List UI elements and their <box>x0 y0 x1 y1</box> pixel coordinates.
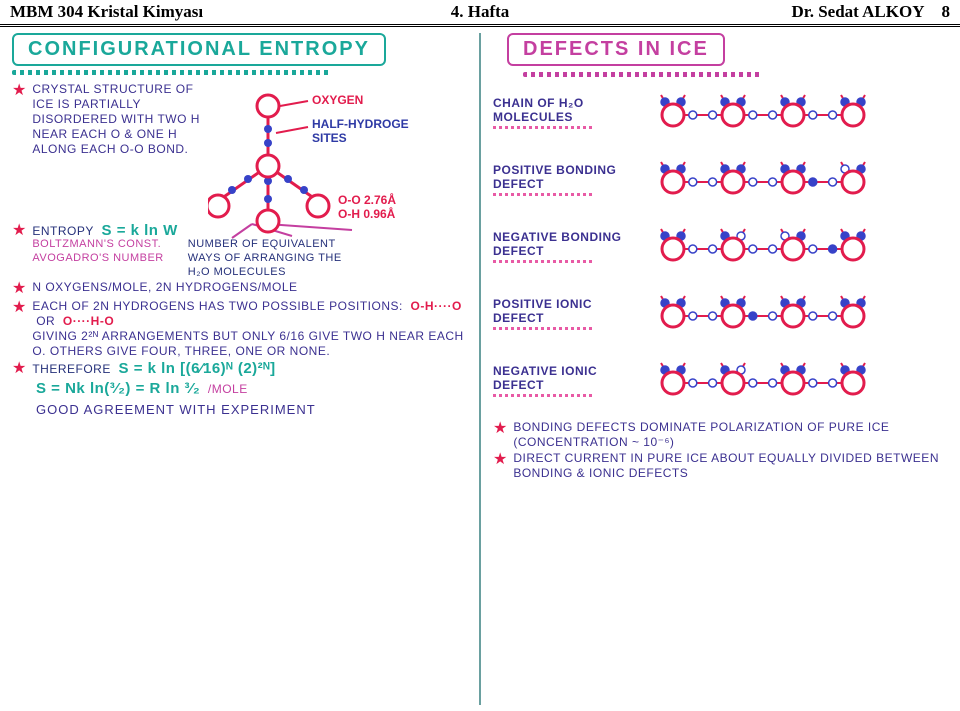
left-b3: N OXYGENS/MOLE, 2N HYDROGENS/MOLE <box>32 280 297 295</box>
left-b1: CRYSTAL STRUCTURE OF ICE IS PARTIALLY DI… <box>32 82 202 157</box>
page-header: MBM 304 Kristal Kimyası 4. Hafta Dr. Sed… <box>0 0 960 27</box>
defect-row: POSITIVE BONDINGDEFECT <box>493 152 950 207</box>
left-b5: THEREFORE S = k ln [(6⁄16)ᴺ (2)²ᴺ] <box>32 360 275 379</box>
chain-diagrams: CHAIN OF H₂OMOLECULES POSITIVE BONDINGDEF… <box>493 85 950 408</box>
right-column: DEFECTS IN ICE CHAIN OF H₂OMOLECULES POSI… <box>481 27 960 711</box>
defect-label: CHAIN OF H₂OMOLECULES <box>493 96 643 129</box>
left-b7: GOOD AGREEMENT WITH EXPERIMENT <box>36 402 469 418</box>
star-icon: ★ <box>12 299 26 317</box>
right-title-underline <box>523 72 763 77</box>
left-b4: EACH OF 2N HYDROGENS HAS TWO POSSIBLE PO… <box>32 299 469 359</box>
header-course: MBM 304 Kristal Kimyası <box>10 2 323 22</box>
right-foot2: DIRECT CURRENT IN PURE ICE ABOUT EQUALLY… <box>513 451 950 481</box>
defect-row: POSITIVE IONICDEFECT <box>493 286 950 341</box>
star-icon: ★ <box>493 451 507 469</box>
annot-halfh: HALF-HYDROGE <box>312 117 409 131</box>
defect-row: NEGATIVE IONICDEFECT <box>493 353 950 408</box>
chain-svg-wrap <box>653 85 893 140</box>
defect-label: NEGATIVE IONICDEFECT <box>493 364 643 397</box>
star-icon: ★ <box>12 280 26 298</box>
chain-svg-wrap <box>653 286 893 341</box>
defect-label: POSITIVE BONDINGDEFECT <box>493 163 643 196</box>
page-body: CONFIGURATIONAL ENTROPY ★ CRYSTAL STRUCT… <box>0 27 960 711</box>
right-title: DEFECTS IN ICE <box>507 33 725 66</box>
left-title-underline <box>12 70 332 75</box>
defect-label: POSITIVE IONICDEFECT <box>493 297 643 330</box>
header-author: Dr. Sedat ALKOY 8 <box>637 2 950 22</box>
annot-sites: SITES <box>312 131 347 145</box>
chain-svg-wrap <box>653 353 893 408</box>
defect-row: NEGATIVE BONDINGDEFECT <box>493 219 950 274</box>
right-foot1: BONDING DEFECTS DOMINATE POLARIZATION OF… <box>513 420 950 450</box>
star-icon: ★ <box>12 360 26 378</box>
star-icon: ★ <box>12 82 26 100</box>
annot-oo: O-O 2.76Å <box>338 193 396 207</box>
left-b6: S = Nk ln(³⁄₂) = R ln ³⁄₂ /MOLE <box>36 380 248 399</box>
defect-row: CHAIN OF H₂OMOLECULES <box>493 85 950 140</box>
ice-tetrahedron-diagram: OXYGEN HALF-HYDROGE SITES O-O 2.76Å O-H … <box>208 81 468 221</box>
star-icon: ★ <box>12 222 26 240</box>
left-column: CONFIGURATIONAL ENTROPY ★ CRYSTAL STRUCT… <box>0 27 479 711</box>
left-title: CONFIGURATIONAL ENTROPY <box>12 33 386 66</box>
annot-oh: O-H 0.96Å <box>338 207 395 221</box>
chain-svg-wrap <box>653 152 893 207</box>
chain-svg-wrap <box>653 219 893 274</box>
star-icon: ★ <box>493 420 507 438</box>
annot-oxygen: OXYGEN <box>312 93 363 107</box>
defect-label: NEGATIVE BONDINGDEFECT <box>493 230 643 263</box>
header-week: 4. Hafta <box>323 2 636 22</box>
